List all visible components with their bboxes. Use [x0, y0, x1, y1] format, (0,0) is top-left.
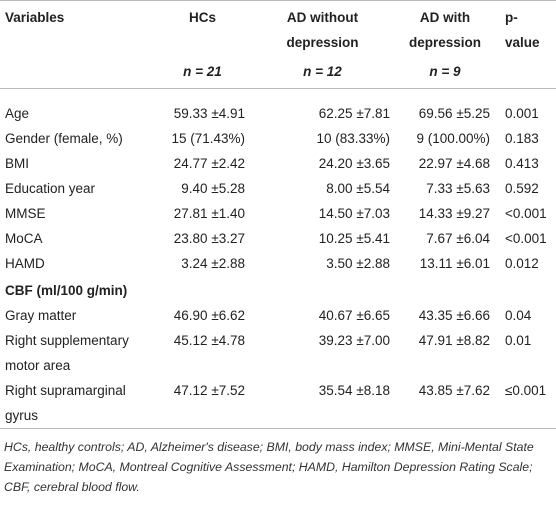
row-label: HAMD [5, 256, 45, 271]
row-label: Gray matter [5, 308, 77, 323]
header-cell: AD without depression [286, 10, 359, 50]
row-label: BMI [5, 156, 30, 171]
table-row: Right supplementary motor area 45.12 ±4.7… [0, 328, 556, 378]
table-cell: 0.01 [505, 333, 532, 348]
table-cell: 8.00 ±5.54 [326, 181, 390, 196]
table-cell: 45.12 ±4.78 [173, 333, 245, 348]
section-label: CBF (ml/100 g/min) [5, 283, 128, 298]
table-cell: <0.001 [505, 206, 547, 221]
header-cell [495, 59, 556, 89]
table-cell: 35.54 ±8.18 [318, 383, 390, 398]
table-row: Right supramarginal gyrus 47.12 ±7.52 35.5… [0, 378, 556, 429]
header-cell: n = 21 [155, 59, 250, 89]
table-cell: 0.413 [505, 156, 539, 171]
row-label: MMSE [5, 206, 46, 221]
header-cell: Variables [5, 10, 65, 25]
table-cell: 0.04 [505, 308, 532, 323]
table-cell: 23.80 ±3.27 [173, 231, 245, 246]
table-cell: <0.001 [505, 231, 547, 246]
row-label: Right supplementary motor area [5, 333, 129, 373]
table-body: Age 59.33 ±4.91 62.25 ±7.81 69.56 ±5.25 0.00… [0, 89, 556, 429]
table-cell: 40.67 ±6.65 [318, 308, 390, 323]
table-cell: 24.20 ±3.65 [318, 156, 390, 171]
table-cell: 27.81 ±1.40 [173, 206, 245, 221]
table-row: Gray matter 46.90 ±6.62 40.67 ±6.65 43.35 ±… [0, 303, 556, 328]
footnote: HCs, healthy controls; AD, Alzheimer's d… [4, 440, 534, 494]
table-cell: 0.183 [505, 131, 539, 146]
header-cell [0, 59, 155, 89]
table-cell: 0.592 [505, 181, 539, 196]
table-cell: 13.11 ±6.01 [419, 256, 490, 271]
table-row: HAMD 3.24 ±2.88 3.50 ±2.88 13.11 ±6.01 0.012 [0, 251, 556, 276]
header-cell: n = 12 [250, 59, 395, 89]
table-cell: 47.12 ±7.52 [173, 383, 245, 398]
table-cell: 69.56 ±5.25 [418, 106, 490, 121]
table-cell: 9 (100.00%) [416, 131, 490, 146]
table-header: Variables HCs AD without depression AD with… [0, 1, 556, 89]
table-cell: 14.50 ±7.03 [318, 206, 390, 221]
table-cell: 10.25 ±5.41 [318, 231, 390, 246]
row-label: Education year [5, 181, 96, 196]
header-cell: n = 9 [395, 59, 495, 89]
row-label: Age [5, 106, 30, 121]
table-cell: 43.85 ±7.62 [418, 383, 490, 398]
table-cell: 43.35 ±6.66 [418, 308, 490, 323]
table-cell: 14.33 ±9.27 [418, 206, 490, 221]
table-cell: ≤0.001 [505, 383, 547, 398]
table-cell: 62.25 ±7.81 [318, 106, 390, 121]
header-cell: AD with depression [408, 10, 482, 50]
table-cell: 3.24 ±2.88 [181, 256, 245, 271]
table-cell: 0.001 [505, 106, 539, 121]
table-cell: 7.33 ±5.63 [426, 181, 490, 196]
table-cell: 10 (83.33%) [316, 131, 390, 146]
table-cell: 3.50 ±2.88 [326, 256, 390, 271]
table-row: Gender (female, %) 15 (71.43%) 10 (83.33%)… [0, 126, 556, 151]
table-row: Education year 9.40 ±5.28 8.00 ±5.54 7.33 ±… [0, 176, 556, 201]
table-row: Age 59.33 ±4.91 62.25 ±7.81 69.56 ±5.25 0.00… [0, 89, 556, 127]
header-row: n = 21 n = 12 n = 9 [0, 59, 556, 89]
table-cell: 15 (71.43%) [171, 131, 245, 146]
header-cell: HCs [188, 10, 216, 25]
table-row: MMSE 27.81 ±1.40 14.50 ±7.03 14.33 ±9.27 <0.… [0, 201, 556, 226]
row-label: Right supramarginal gyrus [5, 383, 126, 423]
table-cell: 22.97 ±4.68 [418, 156, 490, 171]
table-cell: 47.91 ±8.82 [418, 333, 490, 348]
table-cell: 39.23 ±7.00 [318, 333, 390, 348]
table-cell: 24.77 ±2.42 [173, 156, 245, 171]
row-label: MoCA [5, 231, 43, 246]
table-row: CBF (ml/100 g/min) [0, 276, 556, 303]
table-row: BMI 24.77 ±2.42 24.20 ±3.65 22.97 ±4.68 0.41… [0, 151, 556, 176]
table-cell: 59.33 ±4.91 [173, 106, 245, 121]
table-row: MoCA 23.80 ±3.27 10.25 ±5.41 7.67 ±6.04 <0.0… [0, 226, 556, 251]
table-cell: 7.67 ±6.04 [426, 231, 490, 246]
header-row: Variables HCs AD without depression AD with… [0, 1, 556, 60]
table-cell: 9.40 ±5.28 [181, 181, 245, 196]
header-cell: p-value [505, 10, 540, 50]
data-table: Variables HCs AD without depression AD with… [0, 0, 556, 429]
row-label: Gender (female, %) [5, 131, 123, 146]
table-cell: 0.012 [505, 256, 539, 271]
table-cell: 46.90 ±6.62 [173, 308, 245, 323]
